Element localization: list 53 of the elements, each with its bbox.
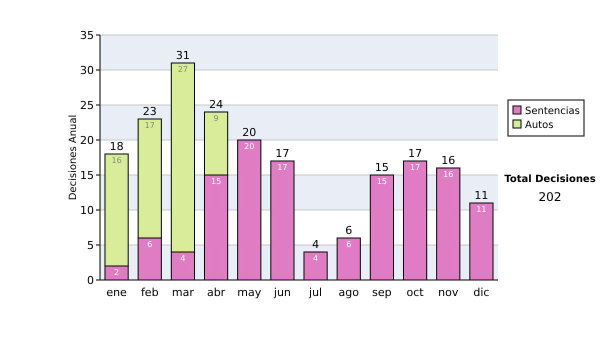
x-tick-label: oct	[406, 286, 424, 299]
total-label: 6	[345, 224, 352, 237]
x-tick-label: nov	[438, 286, 459, 299]
y-tick-label: 0	[87, 274, 94, 287]
x-tick-label: jul	[308, 286, 322, 299]
total-label: 17	[408, 147, 422, 160]
total-label: 16	[441, 154, 456, 167]
data-label: 17	[144, 121, 155, 130]
total-label: 4	[312, 238, 320, 251]
x-tick-label: ene	[106, 286, 128, 299]
total-label: 15	[374, 161, 389, 174]
y-tick-label: 10	[80, 204, 94, 217]
x-tick-label: ago	[338, 286, 360, 299]
y-tick-label: 5	[87, 239, 94, 252]
data-label: 16	[443, 170, 454, 179]
data-label: 6	[147, 240, 152, 249]
data-label: 27	[178, 65, 188, 74]
y-tick-label: 15	[80, 169, 94, 182]
text: 202	[538, 190, 562, 204]
x-tick-label: jun	[272, 286, 291, 299]
x-tick-label: abr	[206, 286, 226, 299]
data-label: 17	[410, 163, 420, 172]
data-label: 20	[244, 142, 254, 151]
y-tick-label: 25	[80, 99, 94, 112]
y-axis-title: Decisiones Anual	[68, 114, 79, 200]
total-label: 17	[275, 147, 290, 160]
total-label: 31	[176, 49, 190, 62]
x-tick-label: may	[237, 286, 262, 299]
data-label: 2	[114, 268, 120, 277]
data-label: 16	[111, 156, 122, 165]
total-label: 23	[142, 105, 157, 118]
y-tick-label: 30	[80, 64, 94, 77]
total-label: 18	[110, 140, 124, 153]
y-tick-label: 35	[80, 29, 94, 42]
x-tick-label: feb	[140, 286, 159, 299]
y-tick-label: 20	[80, 134, 94, 147]
data-label: 4	[313, 254, 318, 263]
x-tick-label: mar	[172, 286, 194, 299]
data-label: 15	[210, 177, 222, 186]
legend-label: Sentencias	[525, 106, 580, 117]
data-label: 6	[346, 240, 352, 249]
text: Total Decisiones	[504, 174, 596, 185]
data-label: 17	[277, 163, 288, 172]
data-label: 11	[476, 205, 487, 214]
data-label: 15	[376, 177, 388, 186]
total-label: 11	[474, 189, 488, 202]
data-label: 9	[214, 114, 219, 123]
total-label: 20	[242, 126, 256, 139]
x-tick-label: dic	[473, 286, 490, 299]
total-label: 24	[209, 98, 224, 111]
x-tick-label: sep	[372, 286, 392, 299]
data-label: 4	[180, 254, 186, 263]
legend-label: Autos	[525, 120, 554, 131]
